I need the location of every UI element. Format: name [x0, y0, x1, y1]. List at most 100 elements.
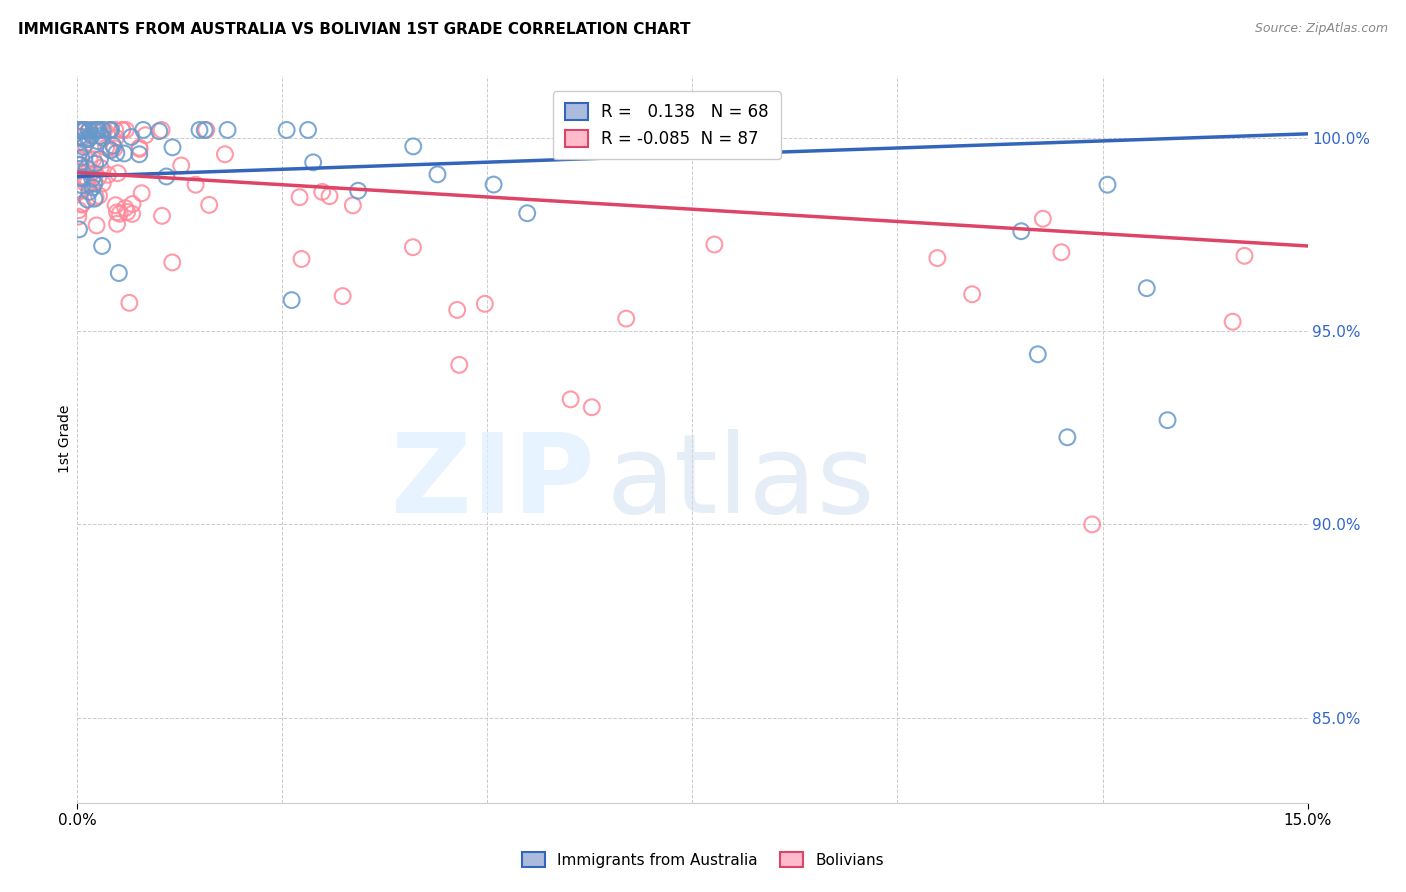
- Point: [105, 217, 128, 231]
- Point: [482, 178, 505, 192]
- Point: [83, 177, 105, 191]
- Text: IMMIGRANTS FROM AUSTRALIA VS BOLIVIAN 1ST GRADE CORRELATION CHART: IMMIGRANTS FROM AUSTRALIA VS BOLIVIAN 1S…: [18, 22, 690, 37]
- Legend: Immigrants from Australia, Bolivians: Immigrants from Australia, Bolivians: [515, 845, 891, 875]
- Point: [72, 170, 94, 185]
- Point: [72, 140, 94, 154]
- Point: [75, 123, 97, 137]
- Point: [73, 123, 96, 137]
- Point: [1056, 430, 1078, 444]
- Point: [112, 146, 135, 161]
- Point: [132, 123, 155, 137]
- Point: [117, 205, 139, 219]
- Text: atlas: atlas: [606, 429, 875, 536]
- Point: [103, 138, 125, 153]
- Point: [960, 287, 983, 301]
- Point: [1050, 245, 1073, 260]
- Point: [69, 171, 91, 186]
- Point: [288, 190, 311, 204]
- Point: [73, 172, 96, 186]
- Point: [1026, 347, 1049, 361]
- Point: [560, 392, 582, 407]
- Point: [97, 141, 120, 155]
- Point: [155, 169, 177, 184]
- Point: [474, 297, 496, 311]
- Point: [94, 140, 117, 154]
- Point: [84, 190, 107, 204]
- Point: [1136, 281, 1159, 295]
- Point: [103, 141, 125, 155]
- Point: [67, 186, 90, 200]
- Point: [107, 166, 129, 180]
- Point: [108, 266, 131, 280]
- Point: [148, 124, 170, 138]
- Point: [135, 128, 157, 143]
- Point: [83, 192, 105, 206]
- Point: [67, 153, 90, 167]
- Point: [82, 180, 104, 194]
- Point: [311, 185, 333, 199]
- Point: [76, 176, 98, 190]
- Point: [581, 401, 603, 415]
- Point: [86, 219, 108, 233]
- Point: [121, 197, 143, 211]
- Point: [105, 205, 128, 219]
- Point: [84, 123, 107, 137]
- Point: [114, 201, 136, 215]
- Point: [104, 130, 127, 145]
- Point: [67, 129, 90, 144]
- Point: [100, 144, 122, 158]
- Point: [1222, 315, 1244, 329]
- Point: [80, 128, 103, 143]
- Point: [70, 123, 93, 137]
- Point: [927, 251, 949, 265]
- Point: [82, 153, 104, 167]
- Y-axis label: 1st Grade: 1st Grade: [58, 405, 72, 474]
- Point: [90, 123, 112, 137]
- Point: [131, 186, 153, 201]
- Point: [67, 123, 90, 137]
- Point: [128, 142, 150, 156]
- Point: [72, 130, 94, 145]
- Point: [89, 152, 111, 166]
- Point: [77, 123, 100, 137]
- Point: [318, 189, 340, 203]
- Point: [70, 197, 93, 211]
- Point: [184, 178, 207, 192]
- Point: [70, 197, 93, 211]
- Point: [87, 188, 110, 202]
- Point: [426, 167, 449, 181]
- Point: [280, 293, 302, 307]
- Point: [87, 134, 110, 148]
- Point: [82, 171, 104, 186]
- Point: [76, 193, 98, 207]
- Point: [150, 209, 173, 223]
- Point: [87, 123, 110, 137]
- Point: [69, 169, 91, 184]
- Point: [67, 203, 90, 218]
- Point: [70, 123, 93, 137]
- Text: ZIP: ZIP: [391, 429, 595, 536]
- Point: [297, 123, 319, 137]
- Point: [76, 161, 98, 176]
- Point: [120, 130, 142, 145]
- Point: [170, 158, 193, 172]
- Point: [70, 129, 93, 144]
- Point: [80, 167, 103, 181]
- Point: [332, 289, 354, 303]
- Point: [302, 155, 325, 169]
- Point: [87, 170, 110, 185]
- Point: [67, 184, 90, 198]
- Point: [67, 210, 90, 224]
- Point: [111, 123, 134, 137]
- Point: [69, 158, 91, 172]
- Point: [402, 240, 425, 254]
- Point: [77, 185, 100, 199]
- Point: [72, 169, 94, 184]
- Point: [91, 123, 114, 137]
- Point: [290, 252, 312, 266]
- Point: [75, 177, 97, 191]
- Point: [105, 146, 128, 161]
- Point: [214, 147, 236, 161]
- Point: [79, 153, 101, 167]
- Point: [516, 206, 538, 220]
